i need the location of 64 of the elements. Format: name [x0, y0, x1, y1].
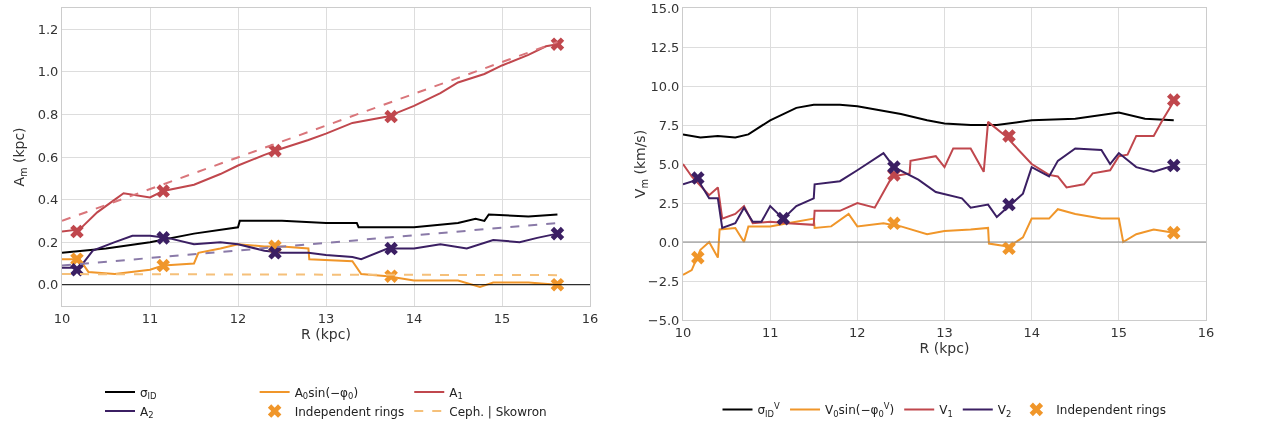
- point: [776, 211, 791, 226]
- point: [691, 171, 705, 185]
- point: [691, 250, 705, 265]
- x-tick-label: 16: [581, 310, 599, 326]
- y-tick-label: 0.4: [37, 192, 59, 208]
- y-tick-label: 1.2: [37, 21, 59, 37]
- point: [268, 246, 282, 260]
- point: [384, 241, 398, 256]
- x-tick-label: 14: [405, 310, 423, 326]
- x-axis-title: R (kpc): [301, 325, 351, 342]
- y-tick-label: 12.5: [650, 39, 680, 55]
- legend-label: V$_{1}$: [939, 403, 953, 419]
- line-series: [683, 103, 1175, 139]
- y-tick-label: 1.0: [37, 64, 59, 80]
- point: [887, 160, 901, 174]
- x-tick-label: 11: [761, 324, 779, 340]
- point: [156, 258, 170, 273]
- line-series: [62, 213, 559, 254]
- point: [1166, 158, 1181, 173]
- point: [70, 252, 84, 266]
- point: [268, 143, 282, 158]
- x-tick-label: 13: [936, 324, 953, 340]
- point: [550, 277, 565, 292]
- legend-label: V$_{2}$: [997, 403, 1012, 419]
- legend-label: A$_{0}$sin(−φ$_{0}$): [294, 385, 359, 402]
- point: [384, 109, 398, 124]
- point: [156, 184, 170, 198]
- point: [1002, 241, 1016, 256]
- legend-label: Ceph. | Skowron: [449, 404, 547, 419]
- point: [1166, 93, 1181, 107]
- x-tick-label: 11: [141, 310, 159, 326]
- point: [1002, 129, 1016, 143]
- y-tick-label: −2.5: [647, 273, 680, 289]
- x-axis-title: R (kpc): [919, 339, 970, 356]
- x-tick-label: 14: [1023, 324, 1040, 340]
- legend-label: A$_{2}$: [140, 404, 154, 421]
- point: [550, 226, 565, 241]
- legend-label: σ$_{ID}$: [140, 385, 157, 402]
- y-tick-label: 2.5: [658, 195, 680, 211]
- y-tick-label: 0.2: [37, 234, 59, 250]
- x-tick-label: 15: [1110, 324, 1128, 340]
- x-tick-label: 15: [493, 310, 511, 326]
- y-tick-label: 7.5: [658, 117, 680, 133]
- x-tick-label: 10: [53, 310, 71, 326]
- y-tick-label: 5.0: [658, 156, 680, 172]
- y-tick-label: 0.0: [658, 234, 680, 250]
- x-tick-label: 16: [1197, 324, 1215, 340]
- point: [1166, 225, 1181, 240]
- x-tick-label: 12: [849, 324, 866, 340]
- x-tick-label: 12: [229, 310, 247, 326]
- y-tick-label: 10.0: [650, 78, 680, 94]
- legend-label: Independent rings: [1056, 403, 1166, 418]
- point: [887, 216, 901, 231]
- y-tick-label: 0.0: [37, 277, 59, 293]
- legend-label: A$_{1}$: [449, 385, 463, 402]
- legend-label: V$_{0}$sin(−φ$_{0}$$^{V}$): [825, 401, 895, 419]
- y-tick-label: 0.6: [37, 149, 59, 165]
- y-tick-label: 15.0: [650, 0, 680, 16]
- x-tick-label: 13: [317, 310, 335, 326]
- point: [550, 37, 565, 51]
- point: [156, 231, 170, 245]
- point: [70, 263, 84, 277]
- legend-label: Independent rings: [294, 404, 405, 419]
- y-tick-label: 0.8: [37, 106, 59, 122]
